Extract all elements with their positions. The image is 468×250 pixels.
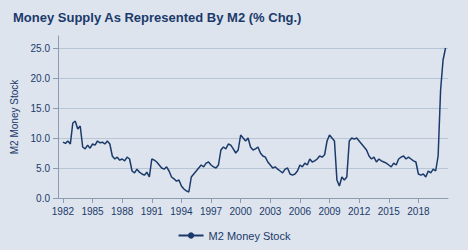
- svg-text:1994: 1994: [170, 206, 193, 217]
- svg-text:5.0: 5.0: [36, 163, 50, 174]
- svg-text:20.0: 20.0: [31, 73, 51, 84]
- svg-text:M2 Money Stock: M2 Money Stock: [9, 79, 20, 154]
- svg-text:2009: 2009: [318, 206, 341, 217]
- svg-text:2015: 2015: [378, 206, 401, 217]
- svg-text:0.0: 0.0: [36, 193, 50, 204]
- svg-text:2000: 2000: [230, 206, 253, 217]
- svg-text:1991: 1991: [141, 206, 164, 217]
- svg-text:1985: 1985: [81, 206, 104, 217]
- svg-text:2003: 2003: [259, 206, 282, 217]
- svg-text:2012: 2012: [348, 206, 371, 217]
- svg-text:10.0: 10.0: [31, 133, 51, 144]
- svg-text:1988: 1988: [111, 206, 134, 217]
- svg-text:1997: 1997: [200, 206, 223, 217]
- svg-text:15.0: 15.0: [31, 103, 51, 114]
- svg-text:M2 Money Stock: M2 Money Stock: [209, 230, 291, 242]
- svg-text:25.0: 25.0: [31, 43, 51, 54]
- svg-text:1982: 1982: [52, 206, 75, 217]
- svg-text:2006: 2006: [289, 206, 312, 217]
- svg-text:2018: 2018: [407, 206, 430, 217]
- svg-text:Money Supply As Represented By: Money Supply As Represented By M2 (% Chg…: [13, 10, 301, 25]
